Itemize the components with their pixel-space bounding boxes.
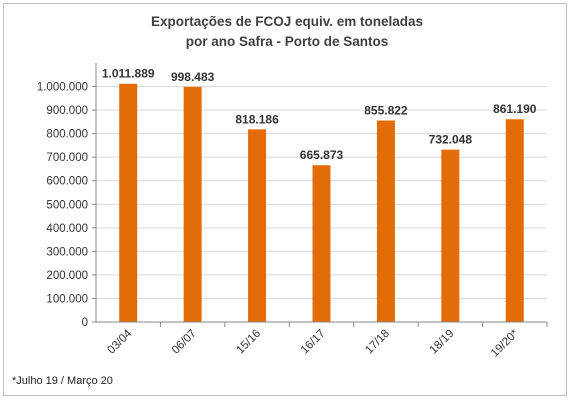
bar [441,149,460,322]
chart-title: Exportações de FCOJ equiv. em toneladas … [0,12,574,52]
x-category-label: 06/07 [170,328,199,357]
bar [376,120,395,322]
y-tick-label: 600.000 [46,176,88,188]
bar [312,165,331,322]
y-tick-label: 700.000 [46,152,88,164]
chart-title-line-2: por ano Safra - Porto de Santos [185,34,389,49]
footnote: *Julho 19 / Março 20 [12,375,113,387]
data-label: 818.186 [235,112,279,126]
y-tick-label: 400.000 [46,223,88,235]
y-tick-label: 800.000 [46,129,88,141]
chart-frame [3,3,567,396]
chart-title-line-1: Exportações de FCOJ equiv. em toneladas [150,14,424,29]
x-category-label: 17/18 [363,328,392,357]
y-tick-label: 100.000 [46,293,88,305]
bar [183,86,202,322]
data-label: 998.483 [171,70,215,84]
data-label: 861.190 [493,102,537,116]
y-tick-label: 900.000 [46,105,88,117]
x-category-label: 15/16 [234,328,263,357]
y-tick-label: 200.000 [46,270,88,282]
y-tick-label: 500.000 [46,199,88,211]
data-label: 665.873 [300,148,344,162]
x-category-label: 19/20* [489,327,521,359]
y-axis: 0 100.000 200.000 300.000 400.000 500.000 600.… [37,63,97,329]
x-category-label: 03/04 [105,327,134,356]
y-tick-label: 1.000.000 [37,82,88,94]
bar [505,119,524,322]
x-category-label: 16/17 [299,328,328,357]
y-tick-label: 300.000 [46,246,88,258]
x-category-label: 18/19 [428,328,457,357]
y-tick-label: 0 [82,317,88,329]
x-axis: 03/04 06/07 15/16 16/17 17/18 18/19 19/20* [96,321,548,360]
data-label: 732.048 [429,133,473,147]
data-label: 1.011.889 [102,67,155,81]
bars: 1.011.889 998.483 818.186 665.873 855.822 732… [102,67,537,323]
bar [248,129,267,322]
data-label: 855.822 [364,103,408,117]
bar [119,83,138,323]
